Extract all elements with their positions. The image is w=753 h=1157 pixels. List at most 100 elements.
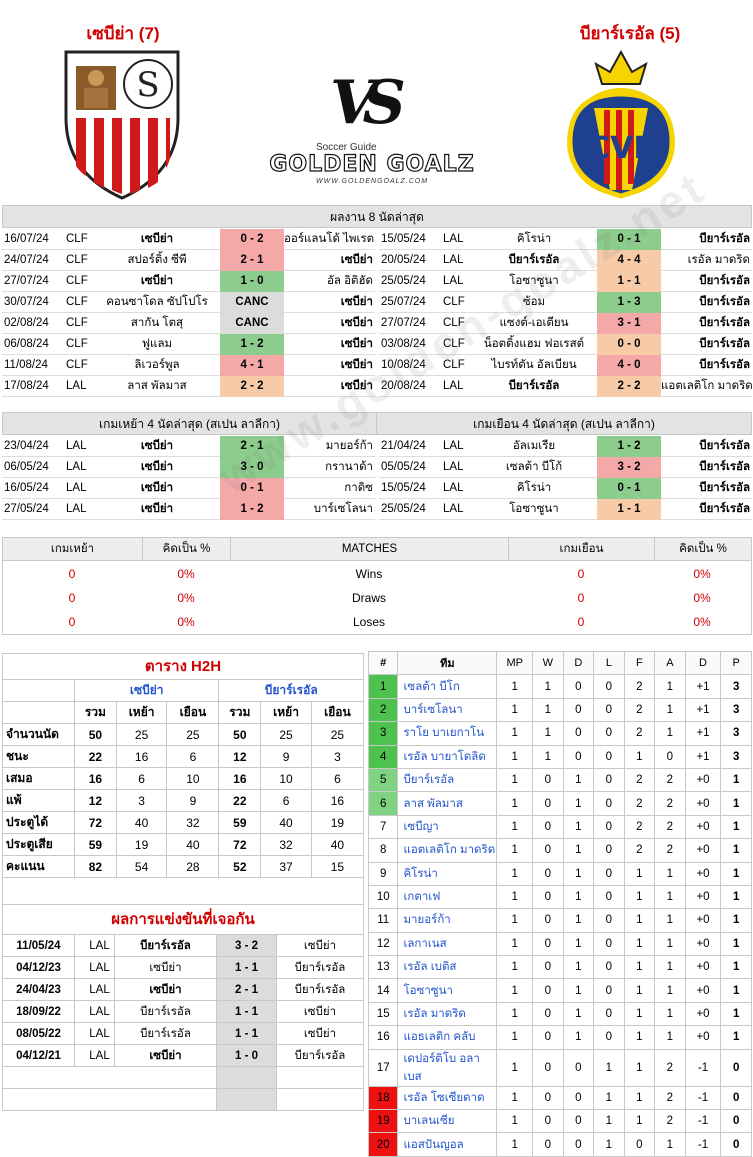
table-gd: +1 bbox=[684, 674, 722, 699]
match-league: CLF bbox=[443, 296, 465, 308]
match-score: 1 - 2 bbox=[220, 498, 284, 520]
table-team-link[interactable]: บาเลนเซีย bbox=[397, 1109, 498, 1134]
table-team-link[interactable]: แอธเลติก คลับ bbox=[397, 1025, 498, 1050]
stats-away-pct: 0% bbox=[693, 615, 711, 629]
table-f: 1 bbox=[623, 1109, 656, 1134]
table-a: 1 bbox=[654, 861, 686, 886]
table-gd: +0 bbox=[684, 955, 722, 980]
table-team-link[interactable]: เกตาเฟ bbox=[397, 884, 498, 910]
table-team-link[interactable]: บาร์เซโลนา bbox=[397, 697, 498, 723]
match-away-team: เซบีย่า bbox=[340, 254, 373, 266]
table-f: 1 bbox=[623, 1048, 656, 1087]
svg-text:CVF: CVF bbox=[588, 131, 654, 166]
match-row: 11/08/24 CLF ลิเวอร์พูล 4 - 1 เซบีย่า bbox=[2, 354, 375, 376]
table-d: 1 bbox=[562, 955, 595, 980]
table-team-link[interactable]: คิโรน่า bbox=[397, 861, 498, 886]
table-rank: 8 bbox=[367, 838, 399, 863]
table-rank: 7 bbox=[367, 814, 399, 840]
match-score: 3 - 2 bbox=[597, 456, 661, 478]
table-team-link[interactable]: ราโย บาเยกาโน bbox=[397, 721, 498, 746]
table-team-link[interactable]: โอซาซูนา bbox=[397, 978, 498, 1003]
match-date: 25/05/24 bbox=[381, 503, 426, 515]
table-f: 1 bbox=[623, 1025, 656, 1050]
h2h-value: 25 bbox=[310, 723, 365, 746]
table-team-link[interactable]: เลกาเนส bbox=[397, 931, 498, 957]
h2h-away-team: บียาร์เรอัล bbox=[218, 679, 364, 702]
result-away-team: เซบีย่า bbox=[276, 1022, 364, 1045]
table-team-link[interactable]: เซลต้า บีโก bbox=[397, 674, 498, 699]
table-rank: 12 bbox=[367, 931, 399, 957]
stats-label: Wins bbox=[355, 567, 383, 581]
h2h-value: 16 bbox=[115, 745, 168, 768]
h2h-panel: ตาราง H2H เซบีย่า บียาร์เรอัล รวม เหย้า เย… bbox=[2, 653, 365, 1111]
h2h-value: 6 bbox=[310, 767, 365, 790]
table-p: 1 bbox=[720, 884, 752, 910]
table-f: 1 bbox=[623, 861, 656, 886]
result-home-team: เซบีย่า bbox=[114, 1044, 217, 1067]
h2h-value: 3 bbox=[115, 789, 168, 812]
match-row: 27/05/24 LAL เซบีย่า 1 - 2 บาร์เซโลนา bbox=[2, 498, 375, 520]
result-score: 1 - 0 bbox=[216, 1044, 277, 1067]
table-d: 0 bbox=[562, 1085, 595, 1111]
table-a: 2 bbox=[654, 1109, 686, 1134]
table-p: 1 bbox=[720, 908, 752, 933]
stats-away-pct: 0% bbox=[693, 591, 711, 605]
table-team-link[interactable]: แอสปันญอล bbox=[397, 1132, 498, 1157]
table-p: 0 bbox=[720, 1109, 752, 1134]
match-league: LAL bbox=[443, 380, 464, 392]
result-away-team: บียาร์เรอัล bbox=[276, 978, 364, 1001]
match-row: 05/05/24 LAL เซลต้า บีโก้ 3 - 2 บียาร์เรอัล bbox=[379, 456, 752, 478]
match-score: CANC bbox=[220, 312, 284, 334]
result-league: LAL bbox=[74, 956, 115, 979]
table-d: 0 bbox=[562, 1132, 595, 1157]
match-league: CLF bbox=[443, 359, 465, 371]
table-team-link[interactable]: บียาร์เรอัล bbox=[397, 767, 498, 793]
table-w: 1 bbox=[532, 744, 564, 769]
result-row: 04/12/23 LAL เซบีย่า 1 - 1 บียาร์เรอัล bbox=[2, 956, 364, 979]
match-date: 11/08/24 bbox=[4, 359, 48, 371]
result-date: 08/05/22 bbox=[2, 1022, 75, 1045]
table-mp: 1 bbox=[496, 674, 534, 699]
result-home-team: บียาร์เรอัล bbox=[114, 1000, 217, 1023]
table-w: 0 bbox=[532, 978, 564, 1003]
table-row: 8 แอตเลติโก มาดริด 1 0 1 0 2 2 +0 1 bbox=[367, 838, 752, 863]
result-away-team: บียาร์เรอัล bbox=[276, 1044, 364, 1067]
table-w: 1 bbox=[532, 721, 564, 746]
h2h-value: 37 bbox=[260, 855, 312, 878]
table-gd: -1 bbox=[684, 1132, 722, 1157]
table-l: 0 bbox=[593, 931, 625, 957]
match-row: 15/05/24 LAL คิโรน่า 0 - 1 บียาร์เรอัล bbox=[379, 228, 752, 250]
table-p: 1 bbox=[720, 1001, 752, 1027]
table-team-link[interactable]: มายอร์ก้า bbox=[397, 908, 498, 933]
table-team-link[interactable]: เรอัล เบติส bbox=[397, 955, 498, 980]
table-team-link[interactable]: ลาส พัลมาส bbox=[397, 791, 498, 816]
table-team-link[interactable]: เรอัล โซเซียดาด bbox=[397, 1085, 498, 1111]
table-team-link[interactable]: เรอัล มาดริด bbox=[397, 1001, 498, 1027]
match-score: 4 - 4 bbox=[597, 249, 661, 271]
table-team-link[interactable]: เรอัล บายาโดลิด bbox=[397, 744, 498, 769]
table-team-link[interactable]: เดปอร์ติโบ อลาเบส bbox=[397, 1048, 498, 1087]
table-team-link[interactable]: แอตเลติโก มาดริด bbox=[397, 838, 498, 863]
table-w: 0 bbox=[532, 1132, 564, 1157]
match-row: 17/08/24 LAL ลาส พัลมาส 2 - 2 เซบีย่า bbox=[2, 375, 375, 397]
match-row: 20/08/24 LAL บียาร์เรอัล 2 - 2 แอตเลติโก มาด… bbox=[379, 375, 752, 397]
match-league: LAL bbox=[66, 482, 87, 494]
table-d: 0 bbox=[562, 1048, 595, 1087]
h2h-value: 9 bbox=[260, 745, 312, 768]
table-mp: 1 bbox=[496, 884, 534, 910]
table-team-link[interactable]: เซบีญา bbox=[397, 814, 498, 840]
table-d: 0 bbox=[562, 744, 595, 769]
match-league: LAL bbox=[66, 440, 87, 452]
table-f: 1 bbox=[623, 884, 656, 910]
table-mp: 1 bbox=[496, 697, 534, 723]
match-row: 27/07/24 CLF เซบีย่า 1 - 0 อัล อิติฮัด bbox=[2, 270, 375, 292]
table-gd: +1 bbox=[684, 744, 722, 769]
table-p: 1 bbox=[720, 978, 752, 1003]
h2h-value: 16 bbox=[310, 789, 365, 812]
table-p: 3 bbox=[720, 697, 752, 723]
brand-logo: Soccer Guide GOLDEN GOALZ WWW.GOLDENGOAL… bbox=[246, 136, 498, 188]
h2h-value: 25 bbox=[260, 723, 312, 746]
table-f: 1 bbox=[623, 978, 656, 1003]
match-date: 24/07/24 bbox=[4, 254, 49, 266]
table-header-2: MP bbox=[496, 650, 534, 676]
